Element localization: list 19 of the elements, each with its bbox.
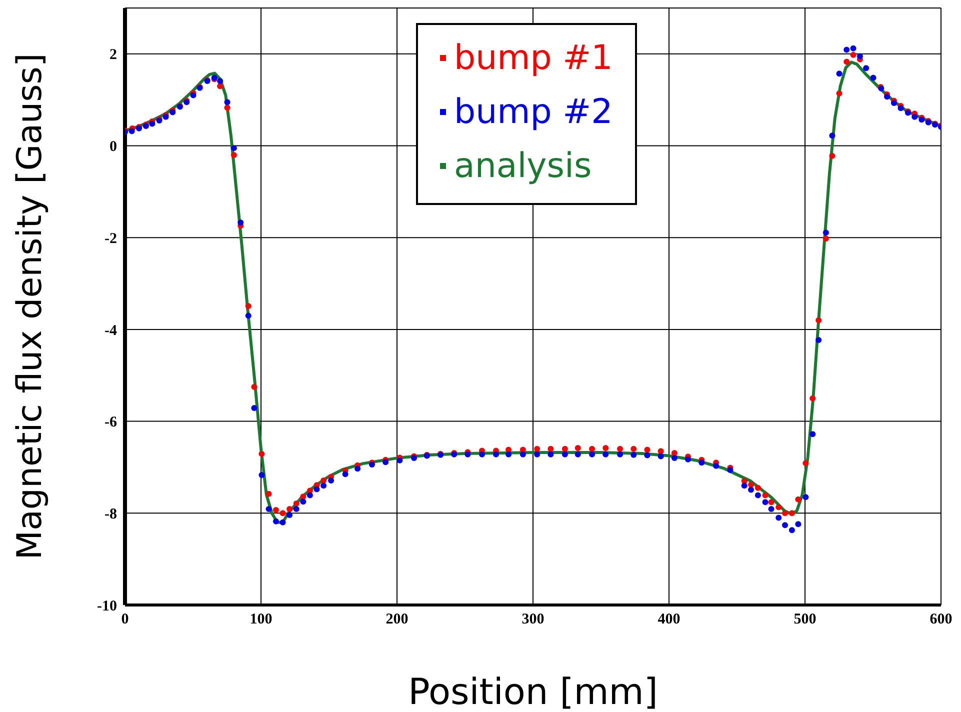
x-tick-label: 100	[250, 612, 272, 628]
x-tick-label: 200	[386, 612, 408, 628]
y-tick-label: 2	[110, 47, 117, 64]
legend-label: analysis	[454, 145, 592, 188]
y-tick-label: -6	[104, 414, 118, 431]
x-axis-title: Position [mm]	[408, 672, 658, 712]
y-tick-label: -2	[104, 230, 117, 247]
y-tick-label: 0	[110, 139, 117, 156]
y-axis-title: Magnetic flux density [Gauss]	[10, 53, 50, 560]
legend-label: bump #1	[454, 37, 613, 80]
y-tick-label: -4	[104, 322, 118, 339]
y-tick-label: -8	[104, 506, 117, 522]
y-tick-label: -10	[97, 598, 117, 614]
x-tick-label: 600	[930, 612, 952, 628]
x-tick-label: 500	[794, 612, 816, 628]
legend-label: bump #2	[454, 91, 613, 134]
x-tick-label: 0	[121, 612, 129, 628]
x-tick-label: 300	[522, 612, 544, 628]
x-tick-label: 400	[658, 612, 680, 628]
